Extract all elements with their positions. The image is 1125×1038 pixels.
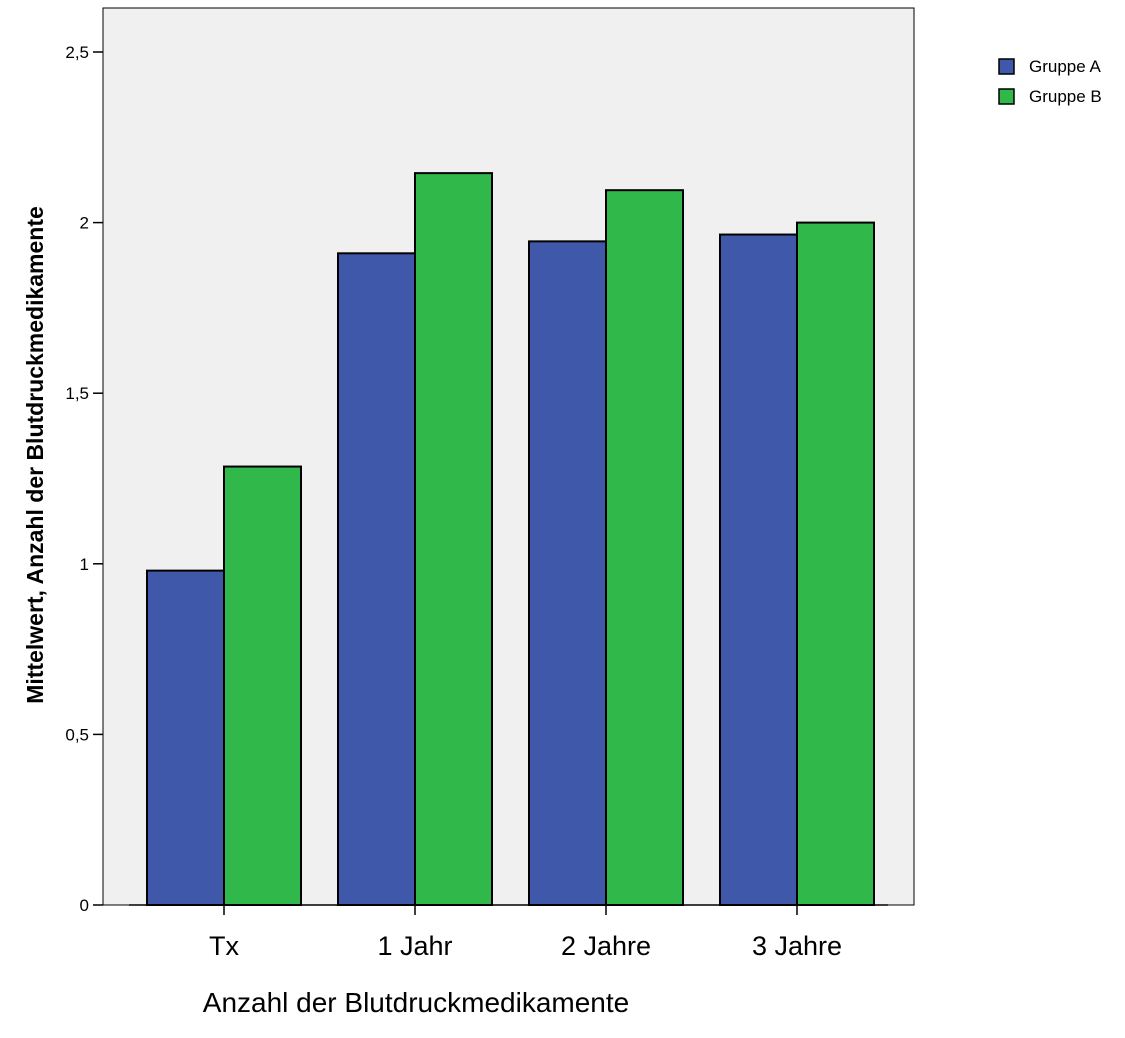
y-tick-label: 2 — [80, 214, 89, 233]
x-axis: Tx 1 Jahr 2 Jahre 3 Jahre — [129, 904, 888, 961]
legend-swatch — [998, 88, 1015, 105]
bar-gruppe-a-1 — [146, 569, 225, 907]
y-tick-label: 1,5 — [65, 384, 89, 403]
y-tick-label: 0,5 — [65, 725, 89, 744]
legend-label: Gruppe A — [1029, 57, 1101, 76]
bar-gruppe-a-2 — [337, 252, 416, 907]
bar-gruppe-a-4 — [719, 233, 798, 907]
y-tick-label: 0 — [80, 896, 89, 915]
y-tick-label: 1 — [80, 555, 89, 574]
bar-gruppe-b-2 — [414, 172, 493, 907]
legend-swatch — [998, 58, 1015, 75]
legend-label: Gruppe B — [1029, 87, 1102, 106]
bar-gruppe-b-3 — [605, 189, 684, 907]
bars — [146, 172, 875, 907]
x-axis-title: Anzahl der Blutdruckmedikamente — [203, 987, 629, 1018]
bar-gruppe-b-4 — [796, 221, 875, 907]
bar-gruppe-b-1 — [223, 465, 302, 906]
legend: Gruppe A Gruppe B — [998, 57, 1102, 106]
x-tick-label: Tx — [209, 931, 239, 961]
x-tick-label: 2 Jahre — [561, 931, 651, 961]
x-tick-label: 3 Jahre — [752, 931, 842, 961]
y-axis-title: Mittelwert, Anzahl der Blutdruckmedikame… — [22, 206, 48, 704]
x-tick-label: 1 Jahr — [377, 931, 452, 961]
bar-gruppe-a-3 — [528, 240, 607, 906]
y-tick-label: 2,5 — [65, 43, 89, 62]
y-axis: 0 0,5 1 1,5 2 2,5 — [65, 43, 103, 915]
